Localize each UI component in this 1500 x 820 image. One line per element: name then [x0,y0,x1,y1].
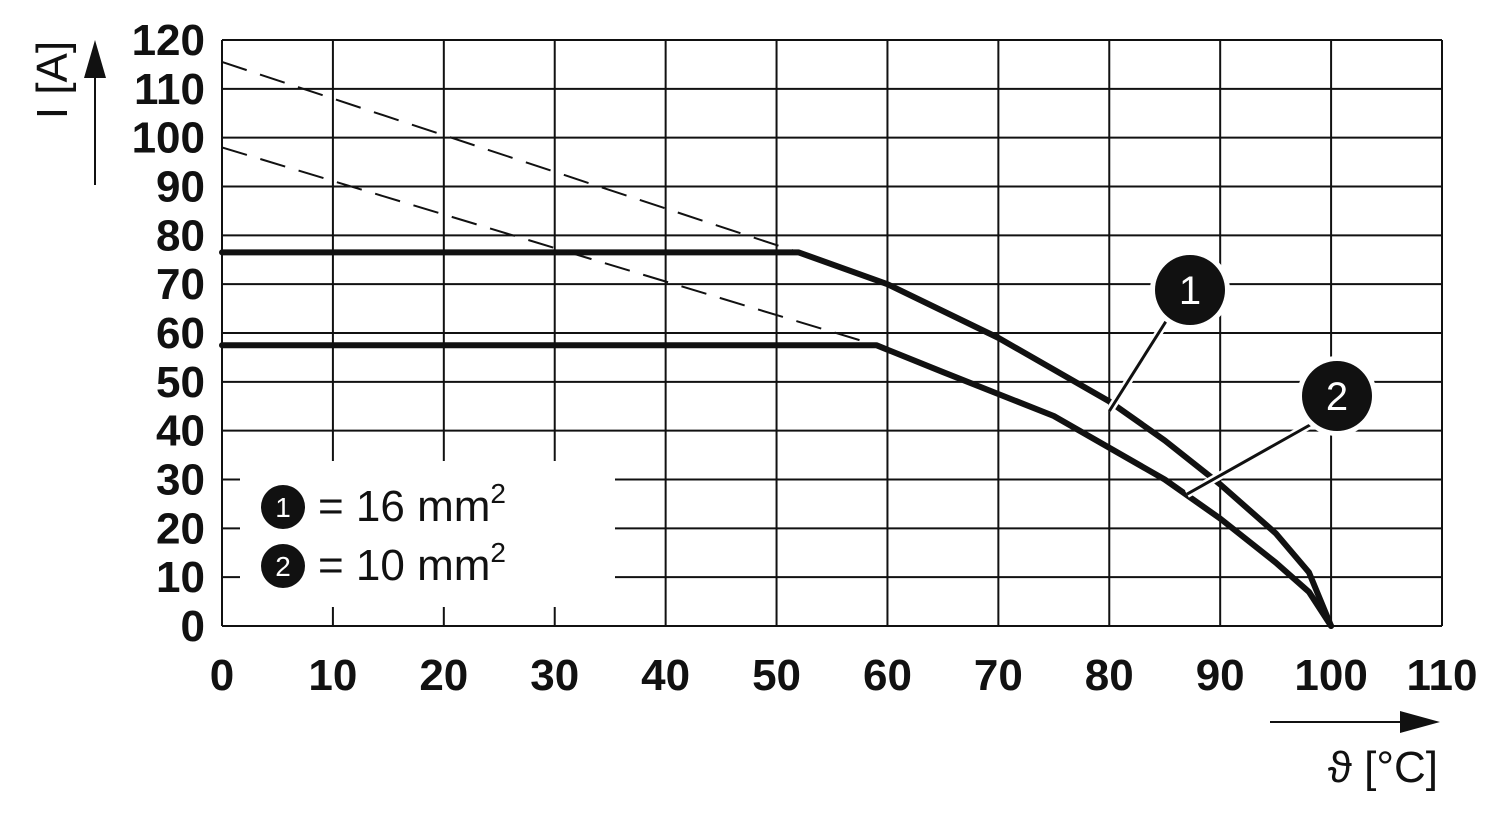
legend-marker-2-label: 2 [275,551,291,582]
y-tick-label: 70 [156,260,205,309]
y-tick-label: 20 [156,504,205,553]
x-tick-label: 0 [210,651,234,700]
annotation-2-marker [1302,361,1372,431]
series-2-dashed-line [221,146,877,347]
y-tick-label: 60 [156,309,205,358]
annotation-2: 2 [1184,356,1377,498]
annotation-1-label: 1 [1179,269,1201,313]
legend-item-1: 1 = 16 mm2 [261,478,506,531]
annotation-2-leader-line [1186,419,1318,496]
series-1-line [219,249,1335,629]
annotation-2-label: 2 [1326,375,1348,419]
x-tick-label: 50 [752,651,801,700]
y-tick-label: 90 [156,163,205,212]
y-tick-label: 50 [156,358,205,407]
series-layer [219,61,1335,629]
x-axis-title-group: ϑ [°C] [1270,711,1440,792]
legend: 1 = 16 mm2 2 = 10 mm2 [240,461,615,607]
series-2-line [219,342,1335,629]
x-tick-label: 30 [530,651,579,700]
legend-text-2: = 10 mm2 [318,537,506,590]
x-tick-label: 90 [1196,651,1245,700]
y-tick-label: 10 [156,553,205,602]
y-tick-label: 40 [156,407,205,456]
legend-item-2: 2 = 10 mm2 [261,537,506,590]
x-axis-label: ϑ [°C] [1328,743,1438,792]
grid [221,39,1443,627]
y-axis-arrow-head [84,40,106,78]
y-tick-label: 120 [132,16,205,65]
x-tick-label: 20 [419,651,468,700]
annotation-1-marker [1155,255,1225,325]
x-axis-arrow-head [1400,711,1440,733]
y-axis-label: I [A] [28,41,77,119]
legend-text-1-main: = 16 mm [318,482,490,531]
x-tick-label: 70 [974,651,1023,700]
y-tick-label: 100 [132,114,205,163]
y-tick-label: 30 [156,456,205,505]
y-tick-label: 0 [181,602,205,651]
legend-text-2-main: = 10 mm [318,541,490,590]
annotation-1-leader-line [1108,314,1172,412]
x-tick-label: 110 [1407,651,1478,700]
x-tick-label: 10 [308,651,357,700]
x-tick-label: 40 [641,651,690,700]
series-1-dashed-line [221,61,800,254]
legend-marker-1-label: 1 [275,492,291,523]
x-tick-label: 80 [1085,651,1134,700]
legend-text-1: = 16 mm2 [318,478,506,531]
annotation-1: 1 [1105,250,1230,414]
legend-text-1-sup: 2 [490,478,506,509]
x-tick-label: 60 [863,651,912,700]
y-axis-title-group: I [A] [28,40,106,185]
legend-marker-1 [261,485,305,529]
y-tick-label: 80 [156,211,205,260]
x-tick-label: 100 [1294,651,1367,700]
legend-marker-2 [261,544,305,588]
legend-box [240,461,615,607]
legend-text-2-sup: 2 [490,537,506,568]
y-tick-label: 110 [134,65,205,114]
ticks: 0 10 20 30 40 50 60 70 80 90 100 110010203040506070… [132,16,1478,700]
